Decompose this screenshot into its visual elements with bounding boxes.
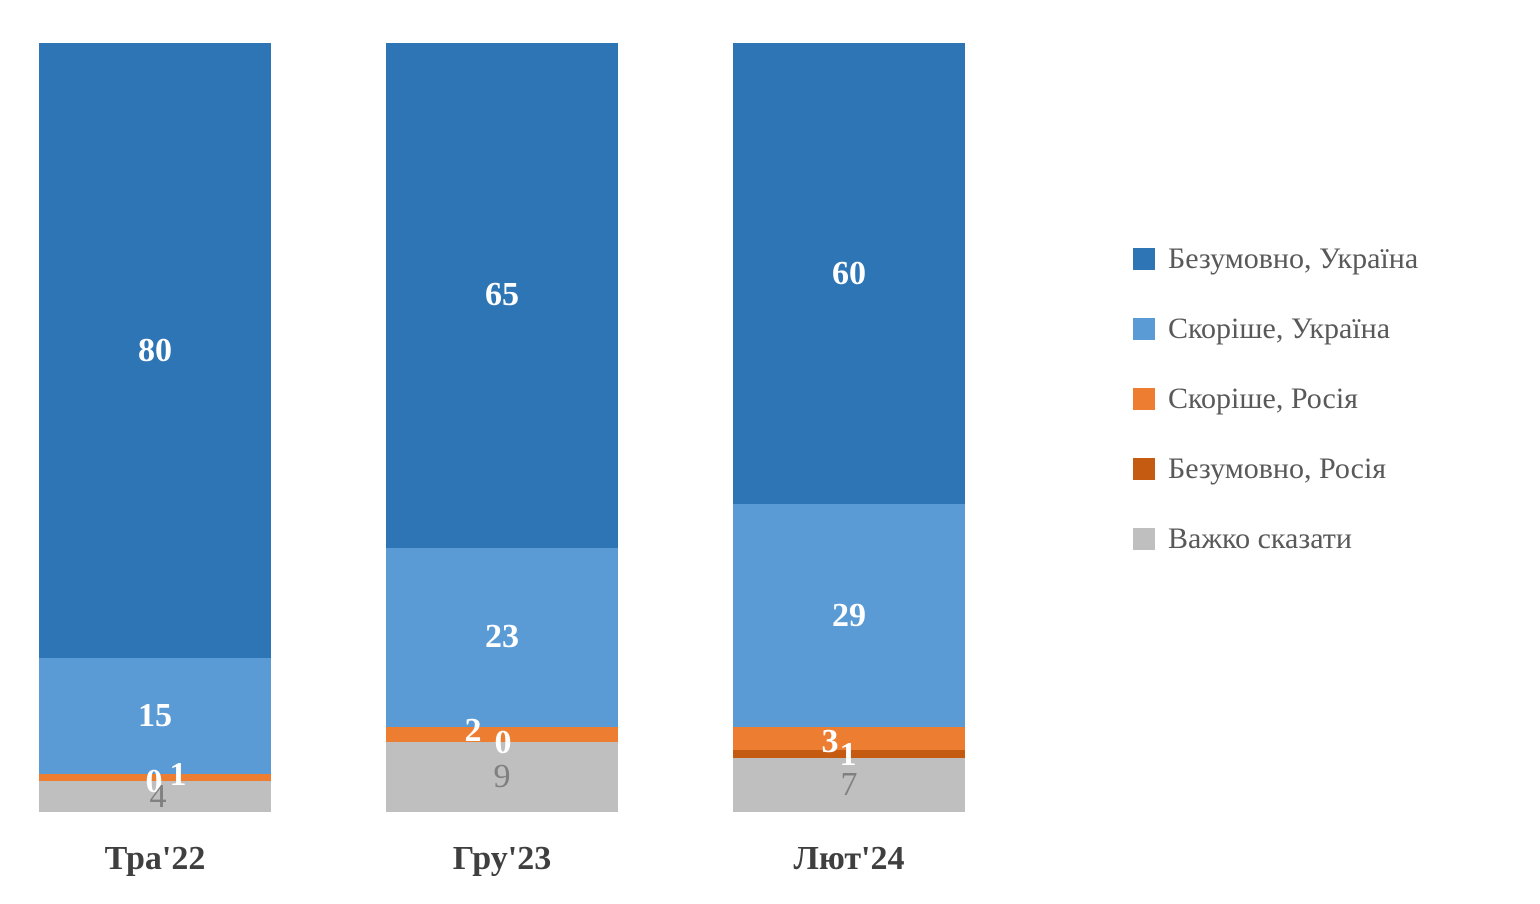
segment-value-label: 2 xyxy=(464,712,482,749)
segment-5-bar-2 xyxy=(386,742,618,812)
legend-item-3: Скоріше, Росія xyxy=(1133,364,1418,434)
plot-area: 80 15 1 0 4 Тра'22 65 23 2 0 9 Гру'23 60 29 3 1 7 Лют'24 xyxy=(39,43,965,877)
segment-value-label: 3 xyxy=(821,723,839,760)
legend-item-1: Безумовно, Україна xyxy=(1133,224,1418,294)
bar-column-1: 80 15 1 0 4 xyxy=(39,43,271,815)
category-label: Тра'22 xyxy=(104,840,206,877)
segment-value-label: 15 xyxy=(138,696,172,734)
segment-value-label: 9 xyxy=(493,758,511,796)
legend-swatch-icon xyxy=(1133,388,1155,410)
category-label: Гру'23 xyxy=(452,840,552,877)
segment-value-label: 80 xyxy=(138,331,172,369)
category-label: Лют'24 xyxy=(793,840,905,877)
legend-label: Важко сказати xyxy=(1168,522,1352,555)
bar-column-3: 60 29 3 1 7 xyxy=(733,43,965,812)
segment-value-label: 29 xyxy=(832,596,866,634)
segment-value-label: 0 xyxy=(494,724,512,761)
segment-2-bar-2 xyxy=(386,547,618,727)
segment-3-bar-2 xyxy=(386,726,618,743)
segment-value-label: 23 xyxy=(485,618,519,656)
segment-5-bar-1 xyxy=(39,781,271,812)
legend-item-5: Важко сказати xyxy=(1133,504,1418,574)
legend-label: Скоріше, Росія xyxy=(1168,382,1358,415)
segment-value-label: 4 xyxy=(149,778,167,815)
segment-value-label: 1 xyxy=(839,736,857,773)
legend-swatch-icon xyxy=(1133,248,1155,270)
legend-label: Безумовно, Україна xyxy=(1168,242,1419,275)
legend-label: Безумовно, Росія xyxy=(1168,452,1387,485)
segment-value-label: 1 xyxy=(169,756,187,793)
legend-swatch-icon xyxy=(1133,458,1155,480)
legend-swatch-icon xyxy=(1133,318,1155,340)
segment-value-label: 60 xyxy=(832,254,866,292)
segment-value-label: 7 xyxy=(840,766,858,804)
segment-3-bar-3 xyxy=(733,727,965,751)
segment-value-label: 65 xyxy=(485,276,519,314)
bar-column-2: 65 23 2 0 9 xyxy=(386,43,618,812)
segment-4-bar-3 xyxy=(733,750,965,759)
legend-item-2: Скоріше, Україна xyxy=(1133,294,1418,364)
segment-5-bar-3 xyxy=(733,758,965,812)
segment-2-bar-1 xyxy=(39,658,271,774)
legend: Безумовно, Україна Скоріше, Україна Скоріш… xyxy=(1133,224,1418,574)
legend-item-4: Безумовно, Росія xyxy=(1133,434,1418,504)
segment-2-bar-3 xyxy=(733,504,965,728)
segment-1-bar-3 xyxy=(733,43,965,505)
segment-3-bar-1 xyxy=(39,773,271,782)
segment-1-bar-2 xyxy=(386,43,618,548)
legend-label: Скоріше, Україна xyxy=(1168,312,1391,345)
segment-1-bar-1 xyxy=(39,43,271,659)
legend-swatch-icon xyxy=(1133,528,1155,550)
segment-value-label: 0 xyxy=(145,763,163,800)
